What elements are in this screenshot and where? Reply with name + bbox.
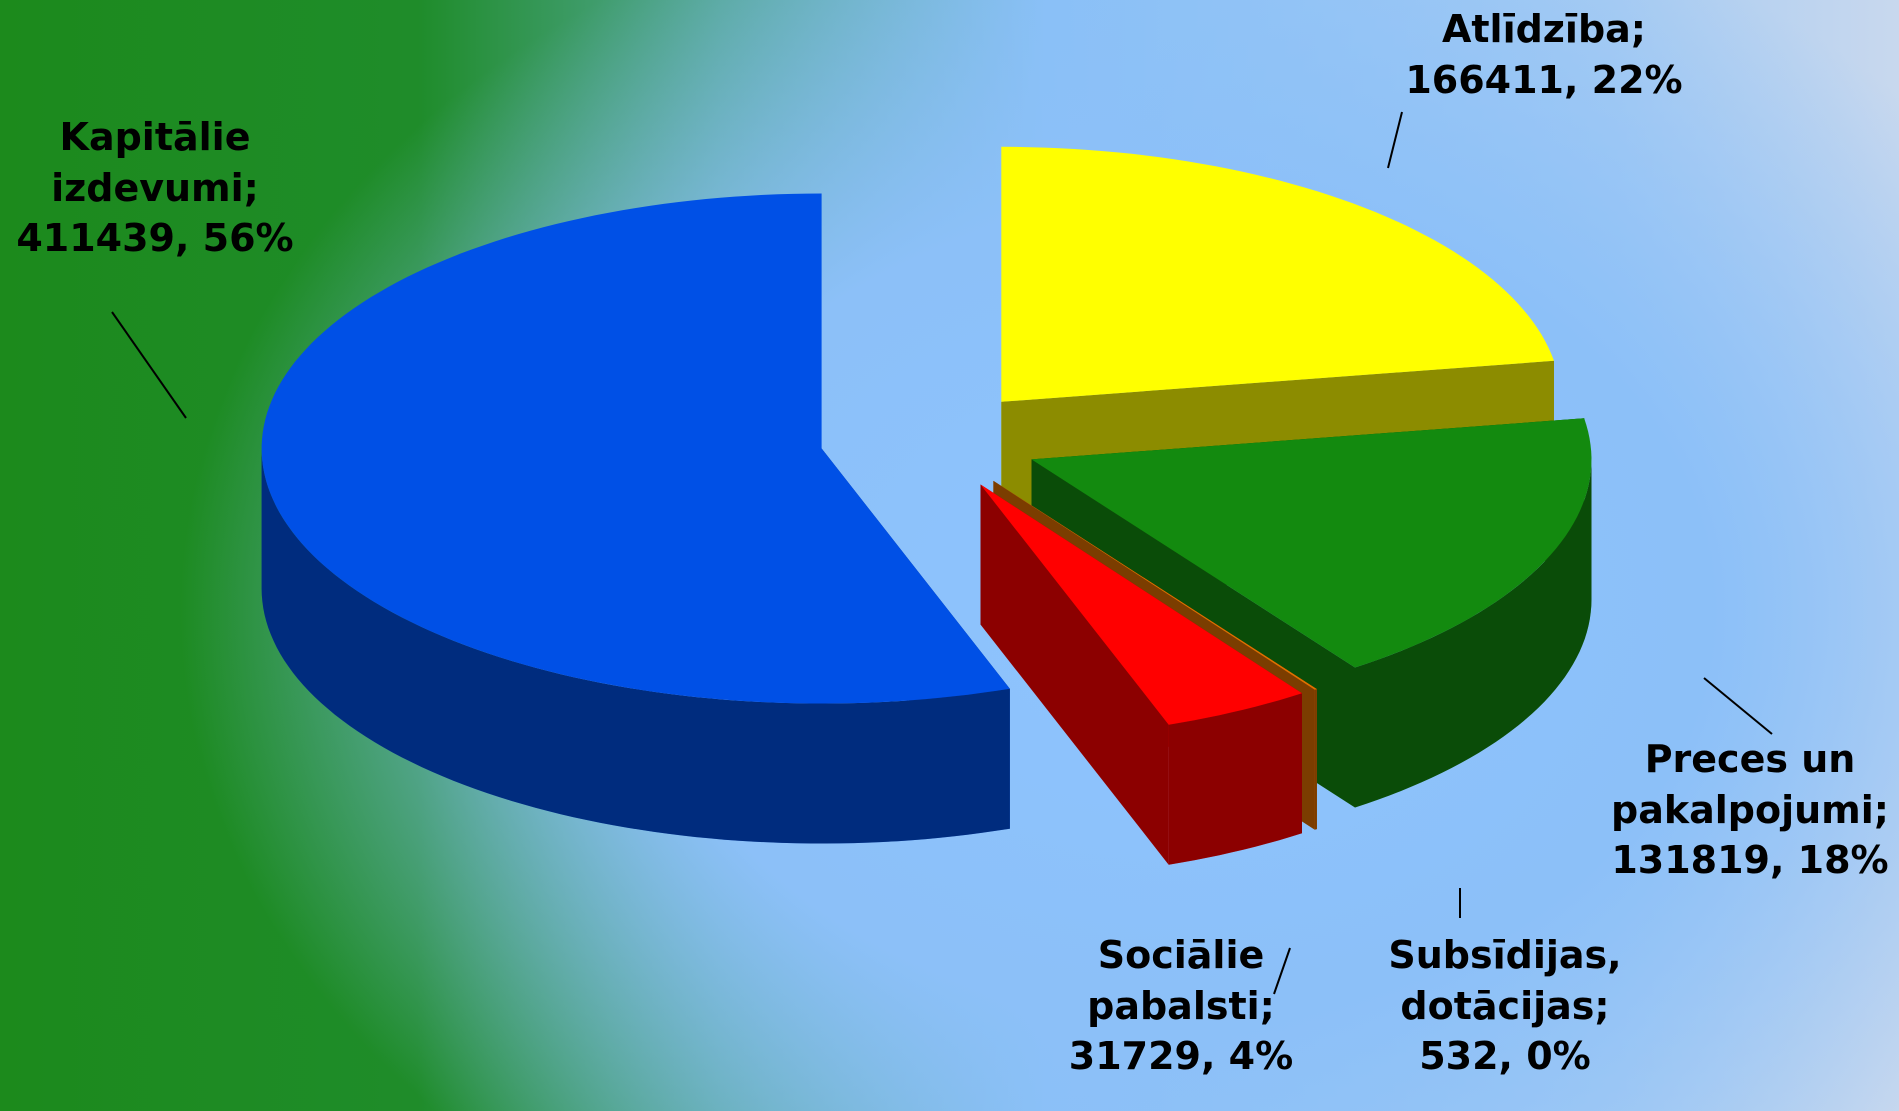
slice-value: 532, 0% — [1419, 1034, 1591, 1079]
slice-value: 166411, 22% — [1405, 57, 1683, 102]
slice-side — [980, 484, 1169, 865]
slice-value: 131819, 18% — [1611, 838, 1889, 883]
slice-value: 411439, 56% — [16, 216, 294, 261]
slice-name: Subsīdijas, dotācijas; — [1388, 933, 1622, 1028]
slice-name: Preces un pakalpojumi; — [1611, 737, 1889, 832]
data-label: Preces un pakalpojumi; 131819, 18% — [1600, 734, 1899, 886]
slice — [993, 480, 1317, 690]
slice — [980, 484, 1302, 725]
leader-line — [1273, 947, 1291, 995]
slice — [1031, 418, 1592, 668]
data-label: Sociālie pabalsti; 31729, 4% — [1061, 930, 1301, 1082]
slice-name: Sociālie pabalsti; — [1087, 933, 1275, 1028]
slice-name: Atlīdzība; — [1441, 7, 1646, 51]
slice-wall — [1355, 459, 1592, 808]
slice-wall — [1168, 693, 1302, 865]
leader-lines — [111, 111, 1773, 995]
data-label: Atlīdzība; 166411, 22% — [1384, 4, 1704, 105]
slice-wall — [261, 448, 1010, 844]
pie — [261, 146, 1592, 865]
data-label: Subsīdijas, dotācijas; 532, 0% — [1375, 930, 1635, 1082]
slice — [261, 193, 1010, 704]
data-label: Kapitālie izdevumi; 411439, 56% — [5, 112, 305, 264]
leader-line — [1387, 111, 1403, 169]
slice-value: 31729, 4% — [1068, 1034, 1294, 1079]
leader-line — [1703, 677, 1773, 735]
slice — [1001, 146, 1554, 402]
leader-line — [111, 311, 187, 419]
slice-name: Kapitālie izdevumi; — [51, 115, 259, 210]
slice-wall — [1314, 689, 1317, 830]
